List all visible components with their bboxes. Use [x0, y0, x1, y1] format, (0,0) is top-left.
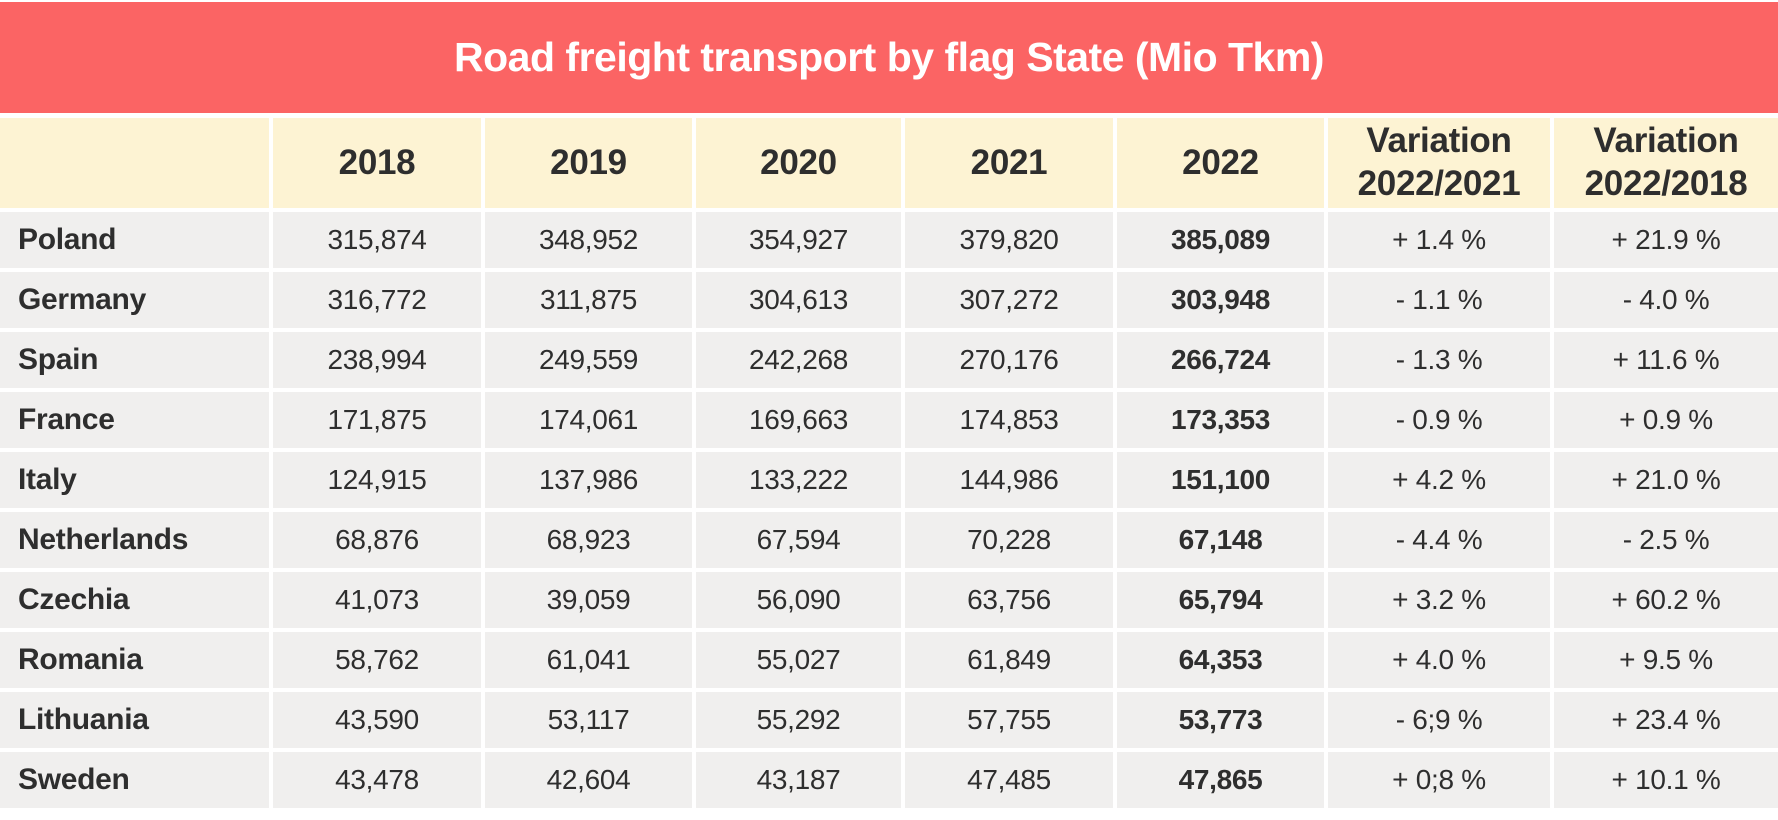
value-cell-2022: 303,948	[1117, 272, 1324, 328]
variation-cell: + 9.5 %	[1554, 632, 1778, 688]
variation-cell: + 23.4 %	[1554, 692, 1778, 748]
variation-cell: + 4.0 %	[1328, 632, 1550, 688]
value-cell: 171,875	[273, 392, 481, 448]
column-header-country	[0, 118, 269, 208]
country-label: Czechia	[0, 572, 269, 628]
value-cell: 174,853	[905, 392, 1113, 448]
variation-cell: + 0;8 %	[1328, 752, 1550, 808]
value-cell: 270,176	[905, 332, 1113, 388]
value-cell: 68,923	[485, 512, 692, 568]
column-header-variation-2022-2021: Variation 2022/2021	[1328, 118, 1550, 208]
value-cell: 57,755	[905, 692, 1113, 748]
value-cell: 316,772	[273, 272, 481, 328]
value-cell: 348,952	[485, 212, 692, 268]
value-cell: 169,663	[696, 392, 901, 448]
column-header-2022: 2022	[1117, 118, 1324, 208]
value-cell: 68,876	[273, 512, 481, 568]
value-cell-2022: 64,353	[1117, 632, 1324, 688]
value-cell: 61,041	[485, 632, 692, 688]
value-cell: 55,027	[696, 632, 901, 688]
value-cell: 53,117	[485, 692, 692, 748]
value-cell: 41,073	[273, 572, 481, 628]
value-cell: 238,994	[273, 332, 481, 388]
value-cell: 124,915	[273, 452, 481, 508]
value-cell: 144,986	[905, 452, 1113, 508]
variation-cell: + 1.4 %	[1328, 212, 1550, 268]
variation-cell: + 3.2 %	[1328, 572, 1550, 628]
country-label: France	[0, 392, 269, 448]
column-header-2020: 2020	[696, 118, 901, 208]
value-cell: 61,849	[905, 632, 1113, 688]
country-label: Sweden	[0, 752, 269, 808]
variation-cell: + 11.6 %	[1554, 332, 1778, 388]
variation-cell: + 21.0 %	[1554, 452, 1778, 508]
variation-cell: - 6;9 %	[1328, 692, 1550, 748]
value-cell: 70,228	[905, 512, 1113, 568]
variation-cell: - 4.0 %	[1554, 272, 1778, 328]
column-header-2018: 2018	[273, 118, 481, 208]
value-cell: 249,559	[485, 332, 692, 388]
country-label: Spain	[0, 332, 269, 388]
variation-cell: + 0.9 %	[1554, 392, 1778, 448]
value-cell: 43,590	[273, 692, 481, 748]
variation-cell: + 4.2 %	[1328, 452, 1550, 508]
value-cell: 304,613	[696, 272, 901, 328]
value-cell-2022: 173,353	[1117, 392, 1324, 448]
value-cell: 354,927	[696, 212, 901, 268]
column-header-2019: 2019	[485, 118, 692, 208]
variation-cell: - 2.5 %	[1554, 512, 1778, 568]
country-label: Poland	[0, 212, 269, 268]
value-cell: 43,187	[696, 752, 901, 808]
value-cell: 39,059	[485, 572, 692, 628]
variation-cell: + 21.9 %	[1554, 212, 1778, 268]
value-cell: 242,268	[696, 332, 901, 388]
value-cell-2022: 151,100	[1117, 452, 1324, 508]
column-header-variation-2022-2018: Variation 2022/2018	[1554, 118, 1778, 208]
country-label: Netherlands	[0, 512, 269, 568]
variation-cell: + 10.1 %	[1554, 752, 1778, 808]
value-cell-2022: 67,148	[1117, 512, 1324, 568]
column-header-2021: 2021	[905, 118, 1113, 208]
value-cell: 137,986	[485, 452, 692, 508]
variation-cell: + 60.2 %	[1554, 572, 1778, 628]
value-cell-2022: 266,724	[1117, 332, 1324, 388]
value-cell: 55,292	[696, 692, 901, 748]
page-title: Road freight transport by flag State (Mi…	[454, 34, 1324, 80]
value-cell-2022: 47,865	[1117, 752, 1324, 808]
value-cell: 47,485	[905, 752, 1113, 808]
value-cell-2022: 385,089	[1117, 212, 1324, 268]
country-label: Italy	[0, 452, 269, 508]
value-cell: 43,478	[273, 752, 481, 808]
value-cell: 315,874	[273, 212, 481, 268]
value-cell: 174,061	[485, 392, 692, 448]
value-cell: 379,820	[905, 212, 1113, 268]
table-title-banner: Road freight transport by flag State (Mi…	[0, 2, 1778, 113]
country-label: Lithuania	[0, 692, 269, 748]
value-cell: 42,604	[485, 752, 692, 808]
value-cell-2022: 65,794	[1117, 572, 1324, 628]
variation-cell: - 1.3 %	[1328, 332, 1550, 388]
variation-cell: - 4.4 %	[1328, 512, 1550, 568]
value-cell: 307,272	[905, 272, 1113, 328]
country-label: Romania	[0, 632, 269, 688]
freight-table: 2018 2019 2020 2021 2022 Variation 2022/…	[0, 118, 1778, 808]
country-label: Germany	[0, 272, 269, 328]
variation-cell: - 0.9 %	[1328, 392, 1550, 448]
value-cell: 58,762	[273, 632, 481, 688]
variation-cell: - 1.1 %	[1328, 272, 1550, 328]
value-cell: 56,090	[696, 572, 901, 628]
value-cell: 63,756	[905, 572, 1113, 628]
value-cell: 133,222	[696, 452, 901, 508]
value-cell: 67,594	[696, 512, 901, 568]
value-cell-2022: 53,773	[1117, 692, 1324, 748]
value-cell: 311,875	[485, 272, 692, 328]
